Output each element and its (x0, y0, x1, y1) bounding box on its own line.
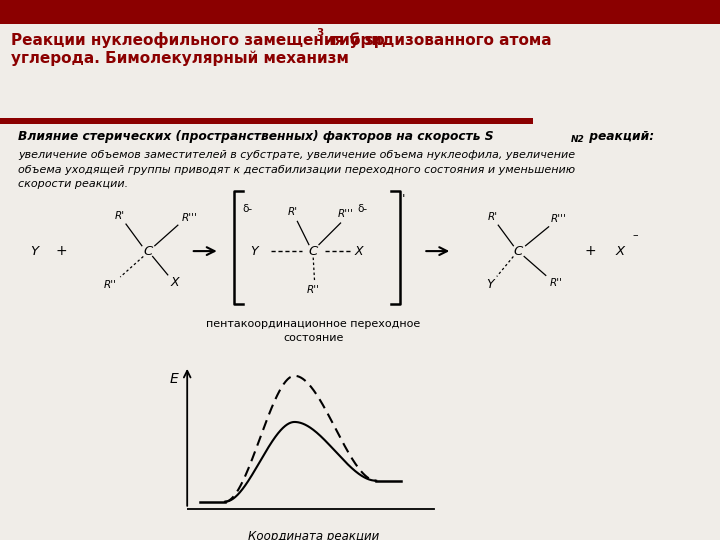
Text: увеличение объемов заместителей в субстрате, увеличение объема нуклеофила, увели: увеличение объемов заместителей в субстр… (18, 150, 575, 189)
Text: δ-: δ- (358, 204, 368, 214)
Text: реакций:: реакций: (585, 130, 654, 143)
Text: C: C (514, 245, 523, 258)
Bar (0, 24, 533, 124)
Text: R': R' (288, 207, 298, 217)
Text: -гибридизованного атома: -гибридизованного атома (325, 32, 552, 49)
Text: 3: 3 (317, 29, 324, 38)
Text: Y: Y (30, 245, 38, 258)
Text: δ-: δ- (243, 204, 253, 214)
Text: ': ' (402, 193, 405, 206)
Text: R': R' (487, 212, 498, 221)
Text: N2: N2 (571, 135, 585, 144)
Text: R''': R''' (338, 210, 354, 219)
Text: R''': R''' (551, 214, 567, 224)
Text: X: X (171, 276, 179, 289)
Text: Влияние стерических (пространственных) факторов на скорость S: Влияние стерических (пространственных) ф… (18, 130, 494, 143)
Text: C: C (309, 245, 318, 258)
Text: R'': R'' (104, 280, 117, 289)
Text: E: E (170, 372, 179, 386)
Text: Координата реакции: Координата реакции (248, 530, 379, 540)
Text: X: X (616, 245, 625, 258)
Bar (0, 0, 720, 24)
Text: C: C (143, 245, 152, 258)
Text: R''': R''' (181, 213, 197, 222)
Text: +: + (585, 244, 596, 258)
Text: X: X (355, 245, 364, 258)
Text: Y: Y (486, 278, 493, 291)
Text: пентакоординационное переходное
состояние: пентакоординационное переходное состояни… (206, 319, 420, 342)
Bar (0, 118, 533, 124)
Text: R'': R'' (307, 285, 320, 295)
Text: +: + (55, 244, 67, 258)
Text: –: – (632, 230, 638, 240)
Text: R'': R'' (549, 279, 562, 288)
Text: Y: Y (250, 245, 258, 258)
Text: Реакции нуклеофильного замещения у sp: Реакции нуклеофильного замещения у sp (11, 32, 384, 49)
Text: R': R' (115, 211, 125, 221)
Text: углерода. Бимолекулярный механизм: углерода. Бимолекулярный механизм (11, 50, 348, 65)
